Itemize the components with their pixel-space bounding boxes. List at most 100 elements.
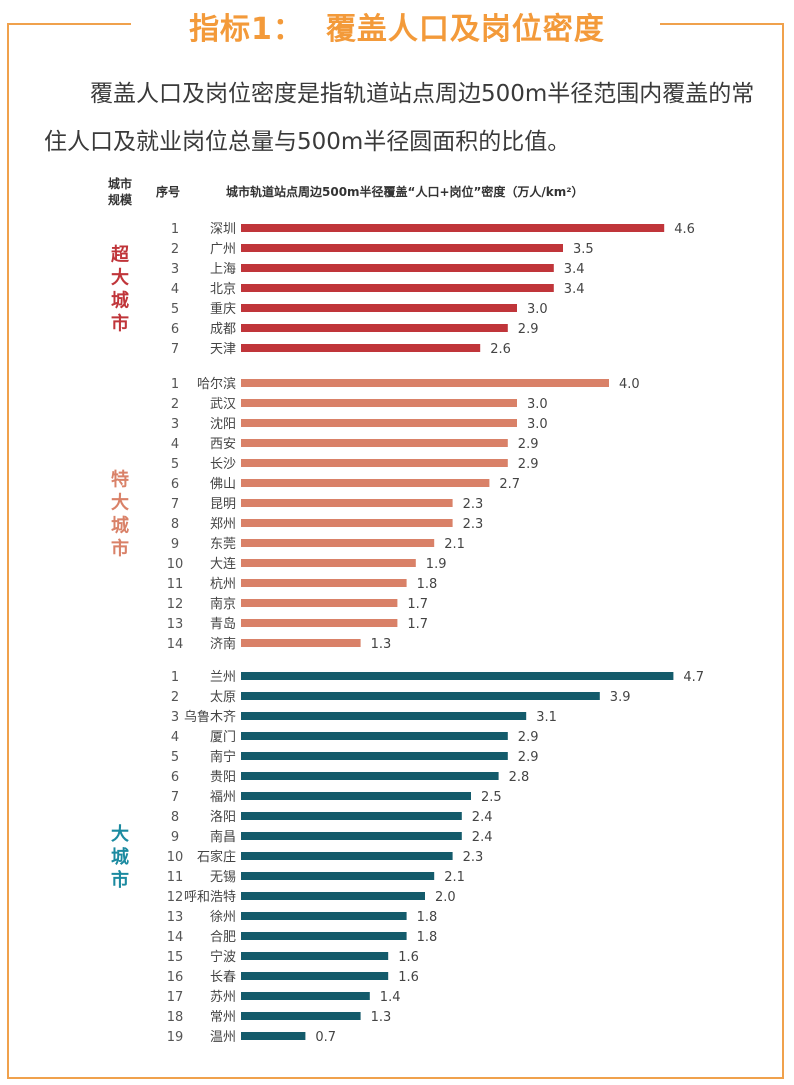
value-label: 4.7 — [683, 670, 704, 685]
group-label-char: 市 — [111, 869, 129, 891]
city-label: 洛阳 — [210, 810, 236, 825]
value-label: 1.3 — [371, 637, 392, 652]
value-label: 2.9 — [518, 457, 539, 472]
group-label-char: 城 — [111, 515, 129, 537]
bar — [241, 832, 462, 840]
bar — [241, 579, 407, 587]
bar — [241, 972, 389, 980]
value-label: 4.0 — [619, 377, 640, 392]
bar — [241, 872, 435, 880]
bar — [241, 344, 481, 352]
rank-label: 10 — [167, 557, 184, 572]
frame-top-right — [660, 23, 784, 25]
value-label: 1.8 — [417, 910, 438, 925]
group-label-char: 市 — [111, 538, 129, 560]
rank-label: 9 — [171, 830, 179, 845]
value-label: 2.4 — [472, 810, 493, 825]
value-label: 3.4 — [564, 282, 585, 297]
city-label: 沈阳 — [210, 417, 236, 432]
value-label: 3.0 — [527, 397, 548, 412]
value-label: 1.6 — [398, 970, 419, 985]
bar — [241, 224, 665, 232]
city-label: 大连 — [210, 556, 236, 572]
city-label: 徐州 — [210, 910, 236, 925]
value-label: 2.9 — [518, 730, 539, 745]
rank-label: 1 — [171, 670, 179, 685]
rank-label: 7 — [171, 497, 179, 512]
value-label: 2.6 — [490, 342, 511, 357]
city-label: 南京 — [210, 596, 236, 612]
rank-label: 14 — [167, 930, 184, 945]
city-label: 济南 — [210, 636, 236, 652]
bar — [241, 912, 407, 920]
city-label: 合肥 — [210, 930, 236, 945]
rank-label: 4 — [171, 282, 179, 297]
city-label: 石家庄 — [197, 849, 236, 865]
rank-label: 5 — [171, 750, 179, 765]
intro-paragraph: 覆盖人口及岗位密度是指轨道站点周边500m半径范围内覆盖的常住人口及就业岗位总量… — [44, 70, 764, 166]
header-city-scale-line2: 规模 — [107, 193, 132, 207]
value-label: 2.7 — [499, 477, 520, 492]
city-label: 太原 — [210, 690, 236, 705]
city-label: 西安 — [210, 437, 236, 452]
group-label-char: 大 — [111, 823, 129, 845]
city-label: 宁波 — [210, 949, 236, 965]
bar — [241, 459, 508, 467]
bar — [241, 619, 398, 627]
bar — [241, 812, 462, 820]
rank-label: 19 — [167, 1030, 184, 1045]
header-metric: 城市轨道站点周边500m半径覆盖“人口+岗位”密度（万人/km²） — [226, 185, 584, 199]
city-label: 深圳 — [210, 222, 236, 237]
bar — [241, 284, 554, 292]
value-label: 3.9 — [610, 690, 631, 705]
bar — [241, 244, 563, 252]
value-label: 3.5 — [573, 242, 594, 257]
city-label: 昆明 — [210, 497, 236, 512]
page-title: 指标1： 覆盖人口及岗位密度 — [0, 4, 794, 48]
city-label: 兰州 — [210, 670, 236, 685]
frame-left — [7, 23, 9, 1079]
bar — [241, 1032, 306, 1040]
rank-label: 12 — [167, 890, 184, 905]
bar — [241, 304, 517, 312]
rank-label: 18 — [167, 1010, 184, 1025]
city-label: 郑州 — [210, 517, 236, 532]
rank-label: 5 — [171, 457, 179, 472]
bar — [241, 1012, 361, 1020]
value-label: 3.0 — [527, 302, 548, 317]
group-label-char: 城 — [111, 846, 129, 868]
group-label-char: 城 — [111, 290, 129, 312]
rank-label: 2 — [171, 397, 179, 412]
value-label: 2.4 — [472, 830, 493, 845]
title-main: 覆盖人口及岗位密度 — [325, 12, 605, 47]
bar — [241, 712, 527, 720]
intro-text: 覆盖人口及岗位密度是指轨道站点周边500m半径范围内覆盖的常住人口及就业岗位总量… — [44, 81, 755, 155]
bar — [241, 324, 508, 332]
bar — [241, 752, 508, 760]
rank-label: 5 — [171, 302, 179, 317]
frame-bottom — [7, 1077, 784, 1079]
rank-label: 15 — [167, 950, 184, 965]
rank-label: 11 — [167, 870, 184, 885]
group-label-char: 大 — [111, 267, 129, 289]
bar — [241, 952, 389, 960]
bar — [241, 264, 554, 272]
rank-label: 3 — [171, 417, 179, 432]
city-label: 南昌 — [210, 829, 236, 845]
city-label: 成都 — [210, 322, 236, 337]
header-rank: 序号 — [156, 185, 181, 199]
city-label: 天津 — [210, 342, 236, 357]
city-label: 常州 — [210, 1010, 236, 1025]
rank-label: 6 — [171, 477, 179, 492]
rank-label: 14 — [167, 637, 184, 652]
value-label: 0.7 — [315, 1030, 336, 1045]
value-label: 1.7 — [407, 617, 428, 632]
city-label: 贵阳 — [210, 770, 236, 785]
frame-top-left — [7, 23, 131, 25]
rank-label: 4 — [171, 437, 179, 452]
bar — [241, 379, 609, 387]
city-label: 长沙 — [210, 457, 236, 472]
bar — [241, 519, 453, 527]
city-label: 福州 — [210, 790, 236, 805]
